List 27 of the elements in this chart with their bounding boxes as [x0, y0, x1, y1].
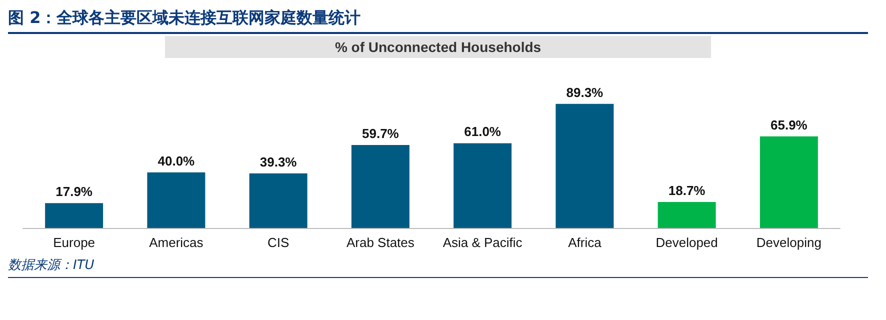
data-label: 39.3%: [260, 154, 298, 170]
x-tick-label: Arab States: [346, 235, 415, 250]
x-tick-label: CIS: [267, 235, 290, 250]
chart-subtitle: % of Unconnected Households: [334, 39, 542, 55]
x-tick-label: Americas: [149, 235, 204, 250]
data-label: 89.3%: [566, 84, 604, 100]
data-label: 59.7%: [362, 126, 400, 142]
bar: [454, 143, 512, 228]
data-label: 40.0%: [158, 153, 196, 168]
data-label: 18.7%: [668, 183, 706, 198]
x-tick-label: Developed: [656, 235, 718, 250]
source-note: 数据来源：ITU: [8, 256, 868, 278]
bar: [556, 104, 614, 228]
x-tick-label: Europe: [53, 235, 96, 250]
data-label: 65.9%: [770, 117, 808, 132]
x-tick-label: Africa: [568, 235, 602, 250]
data-label: 61.0%: [464, 124, 502, 140]
data-label: 17.9%: [56, 184, 93, 200]
bar: [45, 203, 104, 228]
bar: [760, 136, 818, 228]
x-tick-label: Developing: [756, 235, 822, 250]
x-tick-label: Asia & Pacific: [442, 235, 523, 250]
bar: [658, 202, 716, 228]
bar: [249, 173, 308, 228]
chart-title: 图 2：全球各主要区域未连接互联网家庭数量统计: [8, 8, 868, 34]
bar: [147, 172, 206, 228]
bar: [351, 145, 410, 228]
